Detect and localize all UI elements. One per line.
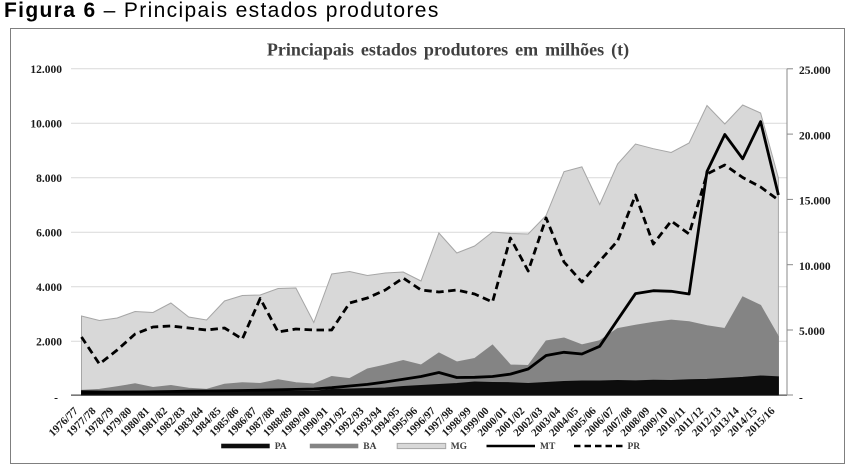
svg-text:15.000: 15.000 [799, 196, 831, 208]
svg-text:Princiapais estados produtores: Princiapais estados produtores em milhõe… [267, 40, 629, 61]
svg-text:PA: PA [275, 442, 287, 452]
svg-text:2.000: 2.000 [36, 336, 62, 348]
svg-text:25.000: 25.000 [799, 65, 831, 77]
svg-text:5.000: 5.000 [799, 326, 825, 338]
svg-text:MG: MG [451, 442, 468, 452]
svg-text:PR: PR [628, 442, 641, 452]
svg-text:20.000: 20.000 [799, 130, 831, 142]
svg-text:10.000: 10.000 [30, 118, 62, 130]
svg-text:6.000: 6.000 [36, 227, 62, 239]
svg-text:10.000: 10.000 [799, 261, 831, 273]
svg-text:12.000: 12.000 [30, 64, 62, 76]
svg-text:-: - [54, 393, 58, 405]
svg-text:BA: BA [363, 442, 376, 452]
svg-text:MT: MT [540, 442, 556, 452]
svg-text:4.000: 4.000 [36, 282, 62, 294]
svg-text:-: - [799, 393, 803, 405]
svg-text:8.000: 8.000 [36, 173, 62, 185]
